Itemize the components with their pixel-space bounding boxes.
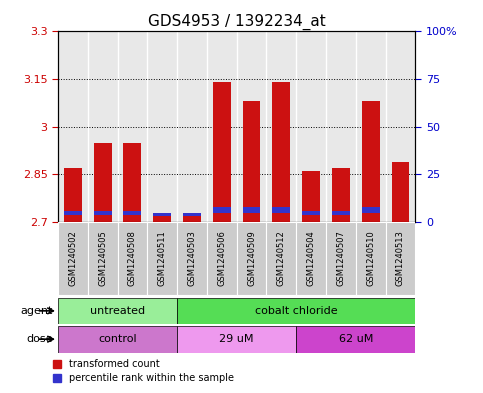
Bar — [183, 216, 201, 222]
Bar — [183, 213, 201, 216]
Bar — [177, 298, 415, 324]
Bar — [326, 222, 356, 295]
Bar — [64, 168, 82, 222]
Text: 62 uM: 62 uM — [339, 334, 373, 344]
Bar — [332, 168, 350, 222]
Bar — [296, 326, 415, 353]
Text: GSM1240502: GSM1240502 — [69, 231, 77, 286]
Bar — [356, 31, 385, 222]
Text: GDS4953 / 1392234_at: GDS4953 / 1392234_at — [148, 14, 326, 30]
Text: GSM1240509: GSM1240509 — [247, 231, 256, 286]
Bar — [153, 216, 171, 222]
Bar — [213, 82, 231, 222]
Bar — [124, 143, 142, 222]
Bar — [153, 213, 171, 216]
Bar — [385, 31, 415, 222]
Bar — [237, 31, 267, 222]
Bar — [88, 31, 117, 222]
Text: GSM1240506: GSM1240506 — [217, 230, 226, 286]
Bar — [242, 101, 260, 222]
Text: 29 uM: 29 uM — [219, 334, 254, 344]
Bar — [392, 162, 410, 222]
Text: GSM1240507: GSM1240507 — [337, 230, 345, 286]
Bar — [385, 222, 415, 295]
Bar — [207, 222, 237, 295]
Text: GSM1240508: GSM1240508 — [128, 230, 137, 286]
Bar — [332, 211, 350, 215]
Bar — [207, 31, 237, 222]
Text: GSM1240510: GSM1240510 — [366, 231, 375, 286]
Bar — [94, 143, 112, 222]
Bar — [58, 326, 177, 353]
Bar — [94, 211, 112, 215]
Bar — [117, 222, 147, 295]
Bar — [147, 222, 177, 295]
Legend: transformed count, percentile rank within the sample: transformed count, percentile rank withi… — [53, 359, 234, 383]
Text: untreated: untreated — [90, 306, 145, 316]
Bar — [58, 298, 177, 324]
Text: GSM1240503: GSM1240503 — [187, 230, 197, 286]
Text: GSM1240504: GSM1240504 — [307, 231, 315, 286]
Bar — [242, 208, 260, 213]
Text: dose: dose — [27, 334, 53, 344]
Bar — [362, 208, 380, 213]
Text: GSM1240505: GSM1240505 — [98, 231, 107, 286]
Text: GSM1240511: GSM1240511 — [158, 231, 167, 286]
Bar — [177, 222, 207, 295]
Text: agent: agent — [21, 306, 53, 316]
Text: cobalt chloride: cobalt chloride — [255, 306, 338, 316]
Bar — [296, 31, 326, 222]
Bar — [58, 31, 88, 222]
Bar — [296, 222, 326, 295]
Bar — [302, 171, 320, 222]
Bar — [117, 31, 147, 222]
Bar — [177, 31, 207, 222]
Bar — [267, 31, 296, 222]
Bar — [267, 222, 296, 295]
Text: control: control — [98, 334, 137, 344]
Bar — [362, 101, 380, 222]
Bar — [272, 82, 290, 222]
Bar — [124, 211, 142, 215]
Bar — [272, 208, 290, 213]
Bar — [147, 31, 177, 222]
Bar — [177, 326, 296, 353]
Text: GSM1240513: GSM1240513 — [396, 230, 405, 286]
Bar — [356, 222, 385, 295]
Bar — [213, 208, 231, 213]
Bar — [326, 31, 356, 222]
Text: GSM1240512: GSM1240512 — [277, 231, 286, 286]
Bar — [88, 222, 117, 295]
Bar — [302, 211, 320, 215]
Bar — [58, 222, 88, 295]
Bar — [64, 211, 82, 215]
Bar — [237, 222, 267, 295]
